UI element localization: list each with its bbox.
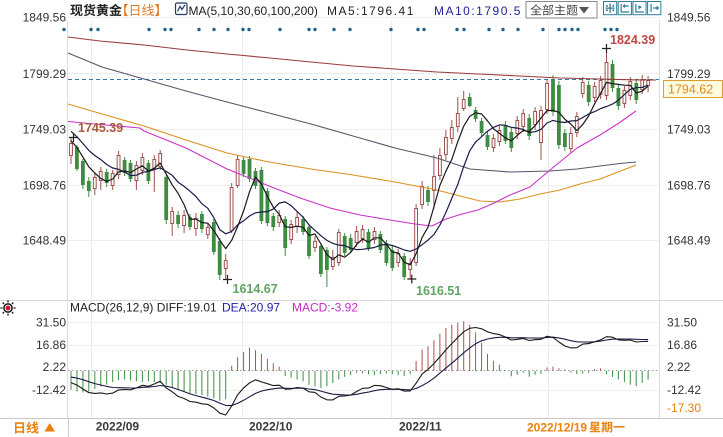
svg-text:31.50: 31.50 bbox=[36, 316, 66, 330]
svg-text:MACD:-3.92: MACD:-3.92 bbox=[292, 301, 358, 315]
svg-text:1698.76: 1698.76 bbox=[23, 179, 67, 193]
svg-text:1648.49: 1648.49 bbox=[667, 234, 711, 248]
svg-text:2022/12/19: 2022/12/19 bbox=[527, 421, 587, 435]
svg-text:1698.76: 1698.76 bbox=[667, 179, 711, 193]
svg-text:1614.67: 1614.67 bbox=[233, 282, 278, 296]
svg-text:1749.03: 1749.03 bbox=[667, 123, 711, 137]
svg-text:-12.42: -12.42 bbox=[32, 383, 66, 397]
svg-text:1749.03: 1749.03 bbox=[23, 123, 67, 137]
svg-text:1849.56: 1849.56 bbox=[23, 11, 67, 25]
svg-text:1849.56: 1849.56 bbox=[667, 11, 711, 25]
svg-text:1824.39: 1824.39 bbox=[610, 33, 655, 47]
svg-text:-17.30: -17.30 bbox=[667, 401, 701, 415]
svg-text:1799.29: 1799.29 bbox=[667, 67, 711, 81]
svg-text:MA5:1796.41: MA5:1796.41 bbox=[327, 4, 415, 18]
svg-text:2.22: 2.22 bbox=[667, 360, 691, 374]
svg-text:MA10:1790.5: MA10:1790.5 bbox=[434, 4, 522, 18]
svg-text:1745.39: 1745.39 bbox=[78, 121, 123, 135]
svg-text:2.22: 2.22 bbox=[43, 360, 67, 374]
svg-text:31.50: 31.50 bbox=[667, 316, 697, 330]
svg-text:1648.49: 1648.49 bbox=[23, 234, 67, 248]
svg-text:2022/10: 2022/10 bbox=[249, 420, 293, 434]
svg-text:16.86: 16.86 bbox=[667, 338, 697, 352]
svg-text:16.86: 16.86 bbox=[36, 338, 66, 352]
svg-text:DEA:20.97: DEA:20.97 bbox=[222, 301, 280, 315]
svg-text:1794.62: 1794.62 bbox=[668, 83, 713, 97]
svg-text:1616.51: 1616.51 bbox=[416, 284, 461, 298]
svg-text:MACD(26,12,9) DIFF:19.01: MACD(26,12,9) DIFF:19.01 bbox=[70, 301, 217, 315]
svg-text:1799.29: 1799.29 bbox=[23, 67, 67, 81]
svg-text:MA(5,10,30,60,100,200): MA(5,10,30,60,100,200) bbox=[189, 4, 318, 18]
svg-text:2022/11: 2022/11 bbox=[399, 420, 442, 434]
svg-text:2022/09: 2022/09 bbox=[96, 420, 140, 434]
svg-text:-12.42: -12.42 bbox=[667, 383, 701, 397]
